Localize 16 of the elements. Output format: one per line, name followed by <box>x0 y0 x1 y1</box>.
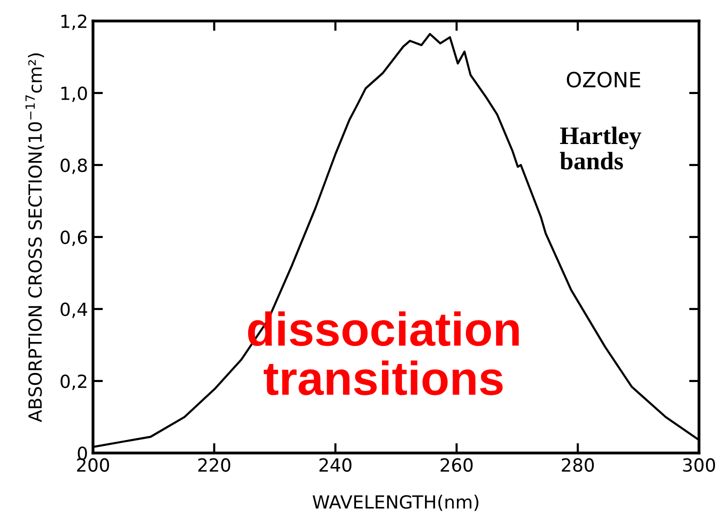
annotation: OZONE <box>566 72 640 88</box>
y-tick-label: 0,2 <box>60 374 86 390</box>
y-axis-title: ABSORPTION CROSS SECTION(10$^{−17}$cm²) <box>26 53 44 422</box>
x-axis-title: WAVELENGTH(nm) <box>312 494 478 511</box>
annotation: Hartley bands <box>560 126 642 170</box>
x-tick-label: 260 <box>440 458 473 472</box>
x-tick-label: 200 <box>77 458 110 472</box>
y-tick-label: 0,8 <box>60 158 87 174</box>
x-tick-label: 300 <box>683 458 716 472</box>
x-tick-label: 280 <box>562 458 594 472</box>
x-tick-label: 220 <box>198 458 230 472</box>
y-tick-label: 0,4 <box>60 302 88 318</box>
x-tick-label: 240 <box>319 458 352 472</box>
y-tick-label: 0,6 <box>60 230 88 246</box>
y-tick-label: 1,0 <box>61 86 87 102</box>
y-tick-label: 1,2 <box>61 14 86 30</box>
